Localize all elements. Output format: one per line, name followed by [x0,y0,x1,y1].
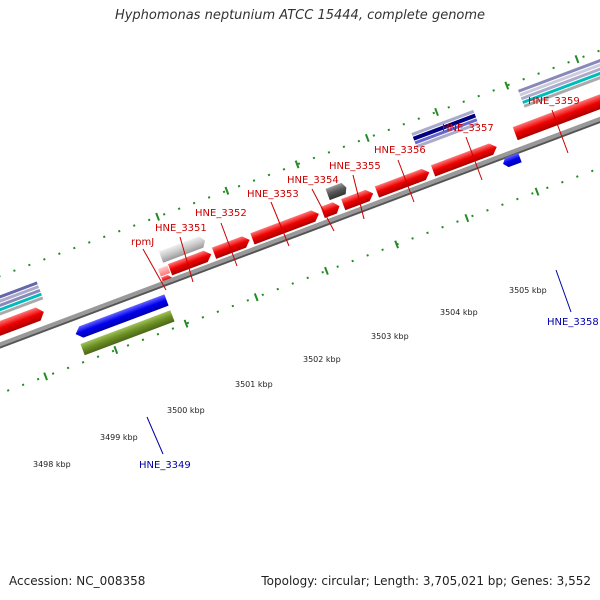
scale-label-3500: 3500 kbp [167,406,205,415]
upper-tracks-mid [411,109,479,149]
scale-label-3504: 3504 kbp [440,308,478,317]
gene-pink [158,265,171,277]
inner-major-ticks [43,187,540,381]
gene-label-hne-3353: HNE_3353 [247,189,299,200]
gene-label-hne-3356: HNE_3356 [374,145,426,156]
scale-label-3502: 3502 kbp [303,355,341,364]
gene-label-hne-3354: HNE_3354 [287,175,339,186]
scale-label-3505: 3505 kbp [509,286,547,295]
inner-dotted-track [0,123,600,443]
leader-lines-reverse [146,269,572,455]
scale-label-3498: 3498 kbp [33,460,71,469]
upper-tracks-left [0,281,44,331]
leader-lines-forward [142,109,569,291]
outer-major-ticks [155,55,580,221]
gene-label-hne-3357: HNE_3357 [442,123,494,134]
topology-text: Topology: circular; Length: 3,705,021 bp… [261,574,591,588]
gene-label-hne-3355: HNE_3355 [329,161,381,172]
scale-label-3503: 3503 kbp [371,332,409,341]
scale-label-3499: 3499 kbp [100,433,138,442]
gene-label-hne-3349: HNE_3349 [139,460,191,471]
upper-tracks-right [518,51,600,108]
gene-label-hne-3352: HNE_3352 [195,208,247,219]
gene-label-hne-3351: HNE_3351 [155,223,207,234]
gene-label-hne-3358: HNE_3358 [547,317,599,328]
genome-backbone [0,79,600,403]
accession-text: Accession: NC_008358 [9,574,146,588]
forward-genes [0,91,600,353]
gene-cog-green [80,310,175,356]
gene-label-hne-3359: HNE_3359 [528,96,580,107]
pseudo-gene-gray [158,236,206,263]
map-title: Hyphomonas neptunium ATCC 15444, complet… [114,8,486,23]
gene-dark-gray [325,182,347,201]
gene-label-rpmj: rpmJ [131,237,154,248]
scale-label-3501: 3501 kbp [235,380,273,389]
reverse-genes [75,152,522,338]
outer-dotted-track [0,20,600,340]
